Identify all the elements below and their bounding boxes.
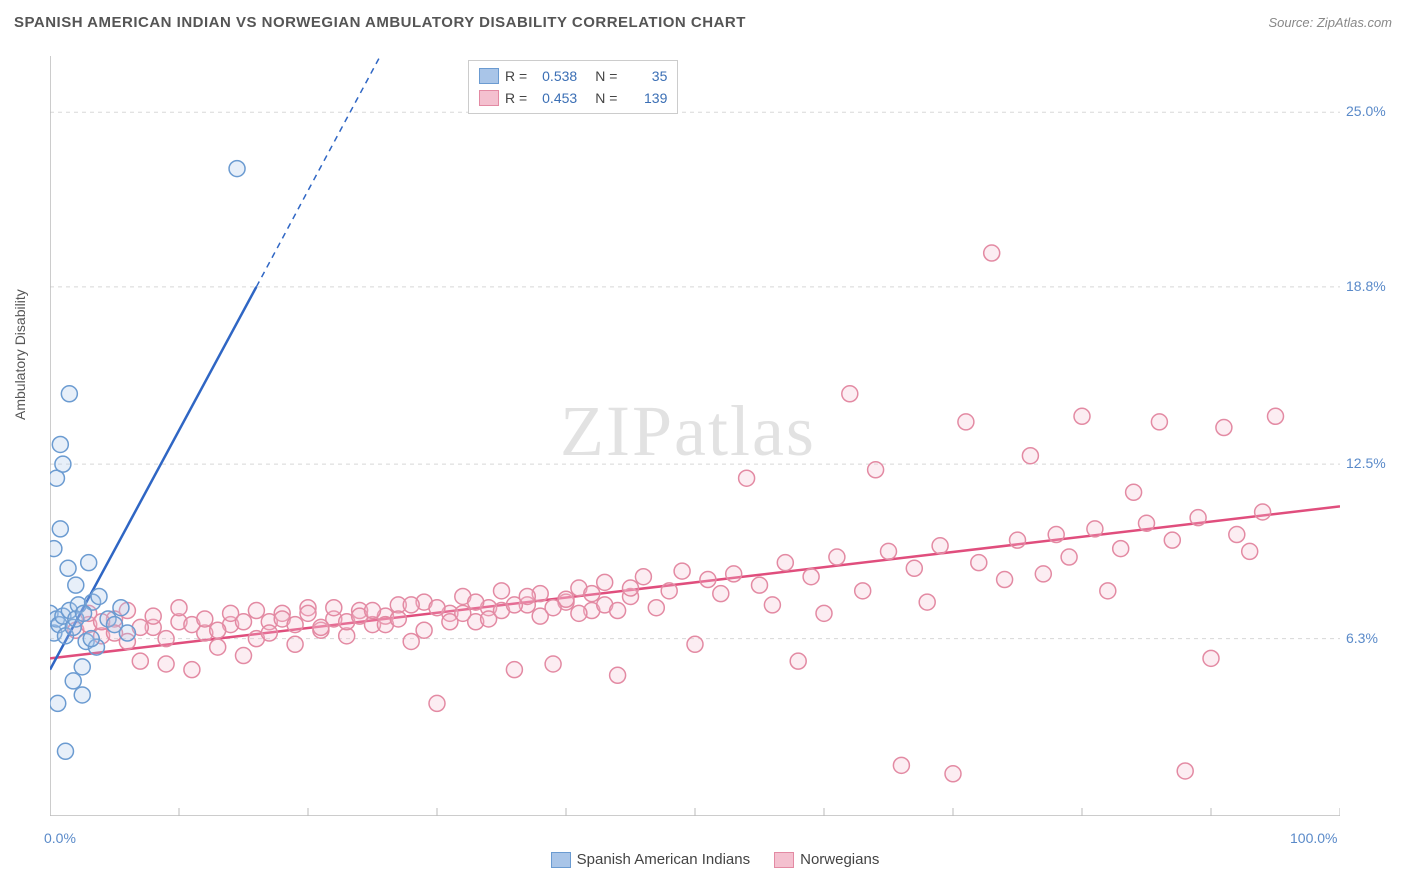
y-axis-label: Ambulatory Disability: [12, 289, 28, 420]
n-value: 35: [623, 68, 667, 84]
watermark-rest: atlas: [674, 391, 816, 471]
legend-swatch: [774, 852, 794, 868]
n-label: N =: [595, 68, 617, 84]
legend-series-name: Spanish American Indians: [577, 851, 750, 868]
legend-swatch: [479, 90, 499, 106]
r-value: 0.453: [533, 90, 577, 106]
legend-swatch: [551, 852, 571, 868]
x-tick-end: 100.0%: [1290, 830, 1337, 846]
y-tick-label: 18.8%: [1346, 278, 1386, 294]
n-value: 139: [623, 90, 667, 106]
r-label: R =: [505, 90, 527, 106]
series-legend: Spanish American Indians Norwegians: [0, 851, 1406, 868]
chart-title: SPANISH AMERICAN INDIAN VS NORWEGIAN AMB…: [14, 14, 746, 31]
n-label: N =: [595, 90, 617, 106]
legend-series-name: Norwegians: [800, 851, 879, 868]
legend-row: R = 0.538 N = 35: [479, 65, 667, 87]
y-tick-label: 12.5%: [1346, 455, 1386, 471]
y-tick-label: 25.0%: [1346, 103, 1386, 119]
r-label: R =: [505, 68, 527, 84]
watermark: ZIPatlas: [560, 390, 816, 473]
x-tick-start: 0.0%: [44, 830, 76, 846]
legend-swatch: [479, 68, 499, 84]
r-value: 0.538: [533, 68, 577, 84]
correlation-legend: R = 0.538 N = 35 R = 0.453 N = 139: [468, 60, 678, 114]
legend-row: R = 0.453 N = 139: [479, 87, 667, 109]
chart-header: SPANISH AMERICAN INDIAN VS NORWEGIAN AMB…: [14, 14, 1392, 31]
source-attribution: Source: ZipAtlas.com: [1268, 15, 1392, 30]
watermark-bold: ZIP: [560, 391, 674, 471]
y-tick-label: 6.3%: [1346, 630, 1378, 646]
